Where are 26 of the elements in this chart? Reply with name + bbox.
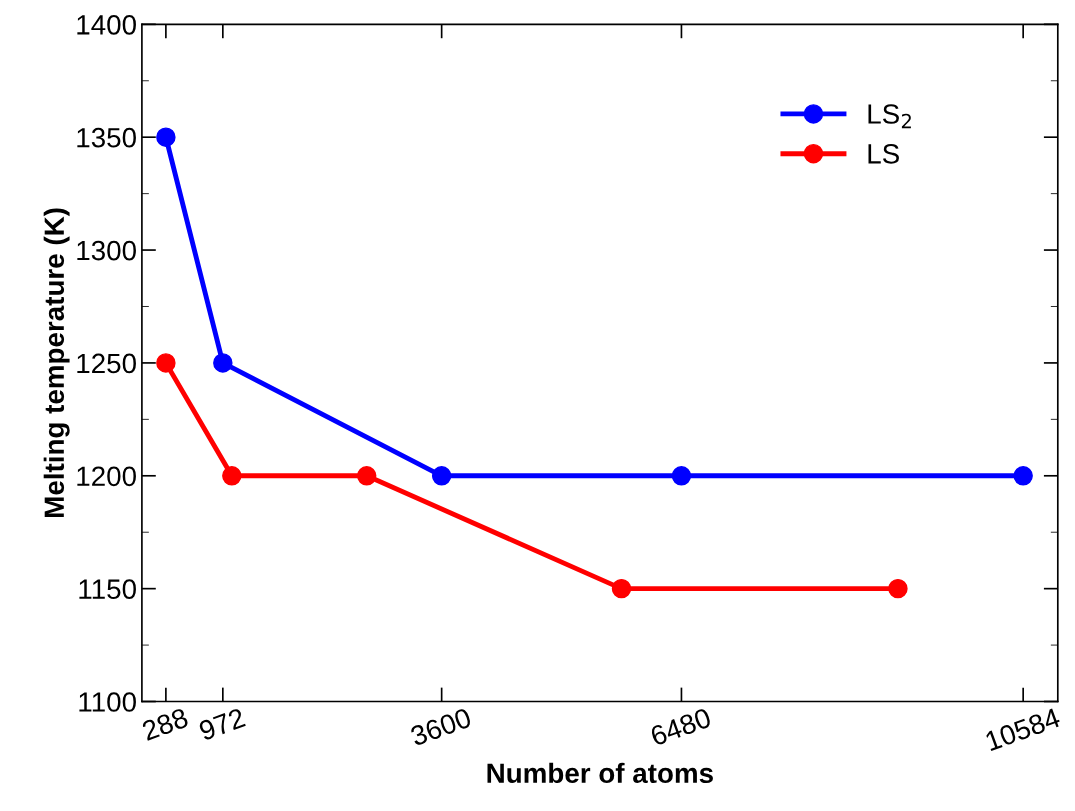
y-tick-label: 1300: [77, 240, 136, 261]
x-tick-label: 288: [141, 707, 190, 741]
point: [888, 578, 908, 599]
y-tick-label: 1400: [77, 15, 136, 35]
legend-label: LS$_{2}$: [868, 104, 911, 129]
point: [156, 353, 176, 373]
point: [356, 466, 377, 486]
y-tick-label: 1350: [77, 127, 136, 148]
point: [1013, 466, 1033, 486]
y-tick-label: 1250: [77, 353, 136, 374]
point: [213, 353, 233, 373]
y-tick-label: 1100: [79, 692, 136, 712]
y-tick-label: 1200: [77, 466, 136, 487]
point: [431, 466, 452, 486]
point: [156, 127, 176, 147]
y-axis-title: Melting temperature (K): [43, 208, 70, 517]
x-tick-label: 10584: [984, 707, 1062, 752]
point: [611, 578, 632, 599]
legend-label: LS: [868, 144, 899, 164]
x-tick-label: 6480: [649, 707, 713, 747]
y-tick-label: 1150: [79, 579, 136, 599]
point: [671, 466, 692, 486]
x-axis-title: Number of atoms: [487, 762, 713, 784]
x-tick-label: 3600: [409, 707, 473, 747]
point: [222, 466, 242, 486]
x-tick-label: 972: [198, 707, 246, 741]
